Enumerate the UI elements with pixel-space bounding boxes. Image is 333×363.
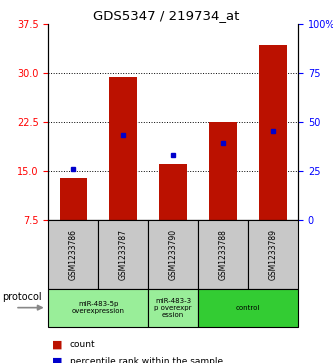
Bar (198, 289, 298, 327)
Text: control: control (236, 305, 260, 311)
Text: miR-483-5p
overexpression: miR-483-5p overexpression (72, 301, 125, 314)
Bar (160, 164, 187, 220)
Text: count: count (70, 340, 96, 349)
Bar (60, 179, 87, 220)
Bar (148, 220, 198, 289)
Text: miR-483-3
p overexpr
ession: miR-483-3 p overexpr ession (155, 298, 192, 318)
Text: GSM1233787: GSM1233787 (119, 229, 128, 280)
Bar (148, 289, 198, 327)
Text: GSM1233786: GSM1233786 (69, 229, 78, 280)
Bar (98, 220, 148, 289)
Text: protocol: protocol (2, 293, 41, 302)
Text: percentile rank within the sample: percentile rank within the sample (70, 357, 223, 363)
Text: ■: ■ (52, 340, 62, 350)
Text: GSM1233790: GSM1233790 (168, 229, 178, 280)
Bar (259, 45, 287, 220)
Bar (248, 220, 298, 289)
Bar (198, 220, 248, 289)
Bar (48, 289, 148, 327)
Text: GDS5347 / 219734_at: GDS5347 / 219734_at (93, 9, 240, 22)
Bar (48, 220, 98, 289)
Text: ■: ■ (52, 356, 62, 363)
Text: GSM1233788: GSM1233788 (218, 229, 228, 280)
Bar (209, 122, 237, 220)
Bar (110, 77, 137, 220)
Text: GSM1233789: GSM1233789 (268, 229, 278, 280)
